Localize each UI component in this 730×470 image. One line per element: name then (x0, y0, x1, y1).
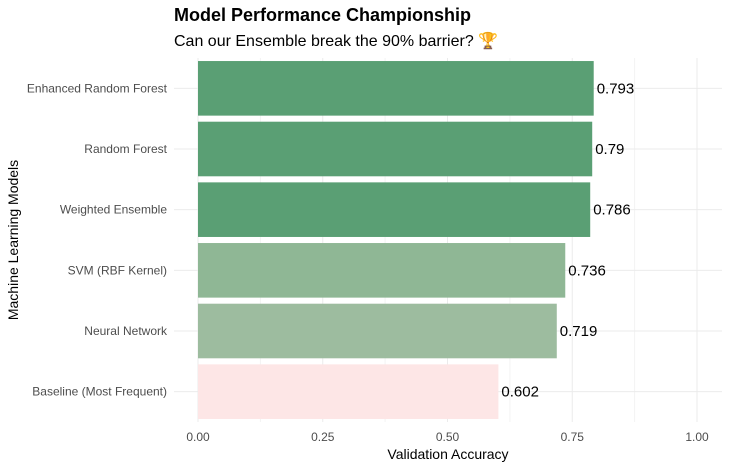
bar (198, 61, 594, 116)
x-tick-label: 0.00 (186, 430, 210, 444)
bar (198, 243, 566, 298)
bar-value-label: 0.736 (568, 262, 606, 279)
x-tick-label: 1.00 (685, 430, 709, 444)
y-tick-label: Random Forest (84, 142, 167, 156)
bar (198, 303, 557, 359)
bar-value-label: 0.719 (560, 323, 598, 340)
x-tick-label: 0.75 (561, 430, 585, 444)
y-axis-tick-labels: Enhanced Random Forest Random Forest Weigh… (27, 81, 168, 398)
x-axis-title: Validation Accuracy (387, 446, 508, 462)
bar-value-label: 0.793 (597, 80, 635, 97)
y-tick-label: Weighted Ensemble (60, 203, 168, 217)
bars (198, 61, 594, 419)
bar (198, 182, 591, 237)
bar (198, 364, 499, 419)
bar-value-label: 0.79 (595, 141, 624, 158)
bar-value-label: 0.786 (593, 202, 631, 219)
y-axis-title: Machine Learning Models (5, 160, 21, 320)
bar-value-label: 0.602 (501, 384, 539, 401)
y-tick-label: Enhanced Random Forest (27, 81, 168, 95)
chart-subtitle: Can our Ensemble break the 90% barrier? … (174, 31, 498, 50)
x-tick-label: 0.50 (436, 430, 460, 444)
y-tick-label: Neural Network (84, 324, 168, 338)
data-labels: 0.793 0.79 0.786 0.736 0.719 0.602 (501, 80, 634, 400)
y-tick-label: Baseline (Most Frequent) (32, 385, 167, 399)
bar (198, 121, 593, 177)
x-axis-tick-labels: 0.00 0.25 0.50 0.75 1.00 (186, 430, 709, 444)
x-tick-label: 0.25 (311, 430, 335, 444)
chart-title: Model Performance Championship (174, 5, 471, 25)
y-tick-label: SVM (RBF Kernel) (68, 263, 167, 277)
